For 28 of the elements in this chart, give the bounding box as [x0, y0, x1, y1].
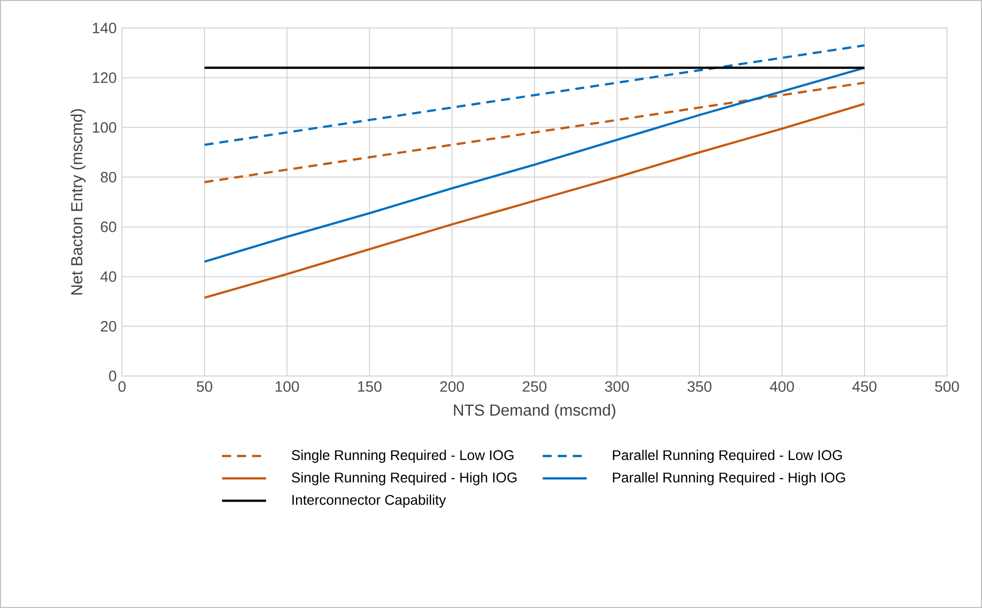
legend-label: Interconnector Capability — [292, 494, 446, 508]
legend-label: Single Running Required - High IOG — [292, 472, 517, 486]
x-tick-label: 0 — [118, 381, 126, 392]
x-tick-label: 200 — [440, 381, 464, 392]
x-tick-label: 500 — [935, 381, 959, 392]
x-tick-label: 100 — [276, 381, 299, 392]
legend-label: Parallel Running Required - Low IOG — [612, 450, 842, 463]
legend-label: Parallel Running Required - High IOG — [612, 472, 845, 486]
line-series — [203, 102, 866, 299]
line-series — [203, 66, 866, 263]
x-tick-label: 250 — [522, 381, 546, 392]
y-tick-label: 140 — [92, 22, 116, 34]
y-tick-label: 0 — [109, 370, 116, 382]
x-tick-label: 50 — [196, 381, 212, 392]
x-tick-label: 350 — [688, 381, 712, 392]
y-tick-label: 20 — [100, 320, 116, 332]
x-axis-title: NTS Demand (mscmd) — [454, 404, 616, 419]
x-tick-label: 300 — [605, 381, 629, 392]
legend-label: Single Running Required - Low IOG — [292, 450, 514, 463]
y-tick-label: 100 — [92, 122, 116, 133]
y-tick-label: 40 — [100, 271, 116, 282]
x-tick-label: 150 — [358, 381, 382, 392]
y-tick-label: 80 — [100, 172, 116, 182]
y-tick-label: 120 — [92, 72, 116, 84]
y-tick-label: 60 — [100, 222, 116, 232]
x-tick-label: 400 — [770, 381, 794, 392]
x-tick-label: 450 — [852, 381, 876, 392]
y-axis-title: Net Bacton Entry (mscmd) — [70, 109, 86, 294]
